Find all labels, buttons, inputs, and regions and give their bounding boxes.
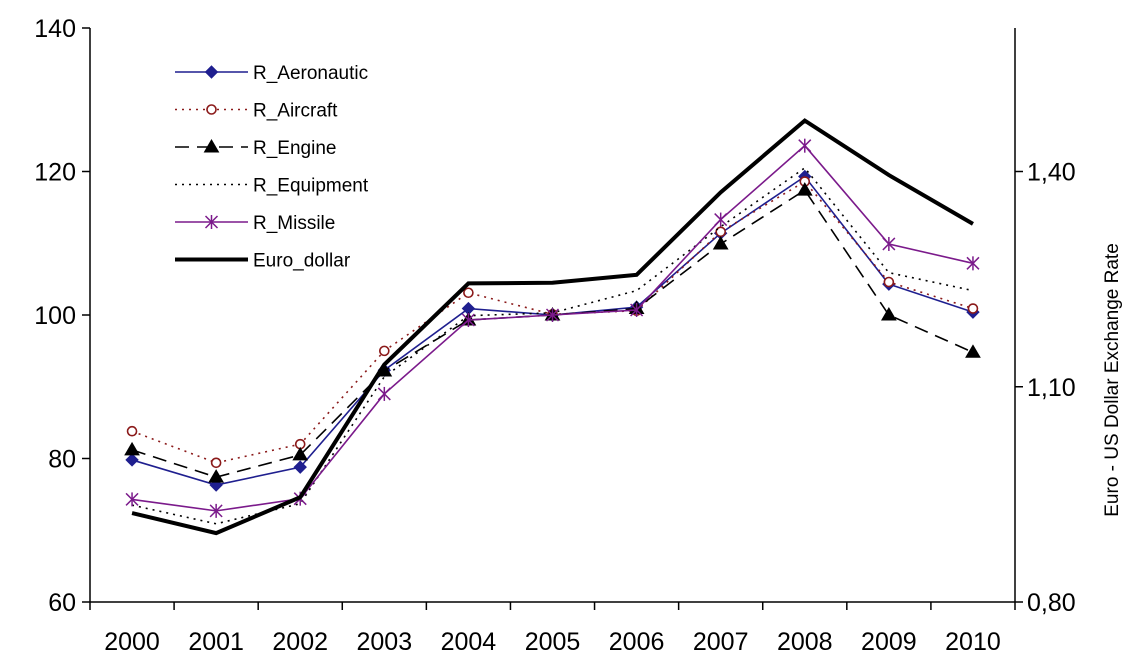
data-point-r-engine <box>208 469 225 483</box>
y-tick-label: 120 <box>34 159 76 187</box>
y-tick-label: 60 <box>48 589 76 617</box>
series-line-r-engine <box>131 189 974 478</box>
data-point-r-missile <box>882 236 896 251</box>
x-tick-label: 2004 <box>441 628 497 656</box>
axes-layer: 60 80 100 120 140 0,80 1,10 1,40 2000 2001 2002 200… <box>34 15 1075 656</box>
x-tick-label: 2005 <box>525 628 581 656</box>
data-point-r-aircraft <box>210 457 222 469</box>
x-tick-label: 2008 <box>777 628 833 656</box>
legend-marker-r-aeronautic <box>204 65 219 79</box>
y-tick-label: 140 <box>34 15 76 43</box>
legend-item-r-equipment: R_Equipment <box>175 176 369 197</box>
series-line-r-missile <box>131 144 974 512</box>
legend-label-r-aircraft: R_Aircraft <box>253 101 338 122</box>
legend: R_Aeronautic R_Aircraft R_Engine R_Equipmen… <box>175 63 369 272</box>
legend-item-r-aircraft: R_Aircraft <box>175 101 338 122</box>
data-point-r-missile <box>209 503 223 518</box>
data-point-r-missile <box>545 308 560 322</box>
data-point-r-missile <box>125 492 139 507</box>
data-point-r-missile <box>714 212 728 227</box>
x-tick-label: 2002 <box>272 628 328 656</box>
x-tick-label: 2001 <box>188 628 244 656</box>
legend-item-r-engine: R_Engine <box>175 138 336 159</box>
legend-marker-r-engine <box>203 139 220 153</box>
data-point-r-missile <box>966 256 980 271</box>
legend-item-r-aeronautic: R_Aeronautic <box>175 63 368 84</box>
legend-label-r-equipment: R_Equipment <box>253 176 369 197</box>
x-tick-label: 2009 <box>861 628 917 656</box>
data-point-r-missile <box>377 386 391 401</box>
legend-marker-r-missile <box>204 215 219 229</box>
x-tick-label: 2006 <box>609 628 665 656</box>
y2-tick-label: 1,10 <box>1027 374 1076 402</box>
y2-axis-title: Euro - US Dollar Exchange Rate <box>1102 243 1123 517</box>
data-point-r-engine <box>124 441 140 456</box>
legend-label-r-missile: R_Missile <box>253 213 335 234</box>
legend-marker-r-aircraft <box>206 104 217 115</box>
data-point-r-engine <box>965 344 981 358</box>
data-point-r-aircraft <box>883 276 895 288</box>
series-layer <box>124 118 981 536</box>
legend-label-r-engine: R_Engine <box>253 138 336 159</box>
x-tick-label: 2000 <box>104 628 160 656</box>
data-point-r-aircraft <box>463 287 474 299</box>
data-point-r-aeronautic <box>293 460 307 474</box>
legend-item-euro-dollar: Euro_dollar <box>175 251 351 272</box>
legend-label-euro-dollar: Euro_dollar <box>253 251 351 272</box>
data-point-r-missile <box>461 313 475 328</box>
x-tick-label: 2003 <box>357 628 413 656</box>
data-point-r-aeronautic <box>125 453 139 467</box>
legend-item-r-missile: R_Missile <box>175 213 335 234</box>
x-tick-label: 2010 <box>945 628 1001 656</box>
y2-tick-label: 0,80 <box>1027 589 1076 617</box>
data-point-r-engine <box>880 307 897 321</box>
y-tick-label: 100 <box>34 302 76 330</box>
data-point-r-missile <box>798 138 812 153</box>
data-point-r-aircraft <box>967 303 979 314</box>
data-point-r-engine <box>712 235 729 250</box>
y-tick-label: 80 <box>48 446 76 474</box>
data-point-r-engine <box>292 446 309 461</box>
x-tick-label: 2007 <box>693 628 749 656</box>
legend-label-r-aeronautic: R_Aeronautic <box>253 63 368 84</box>
series-euro-dollar <box>131 118 974 536</box>
data-point-r-missile <box>630 302 644 317</box>
data-point-r-aircraft <box>379 345 390 357</box>
y2-tick-label: 1,40 <box>1027 159 1076 187</box>
data-point-r-aircraft <box>126 425 138 437</box>
data-point-r-engine <box>796 182 813 196</box>
series-line-euro-dollar <box>131 118 974 536</box>
